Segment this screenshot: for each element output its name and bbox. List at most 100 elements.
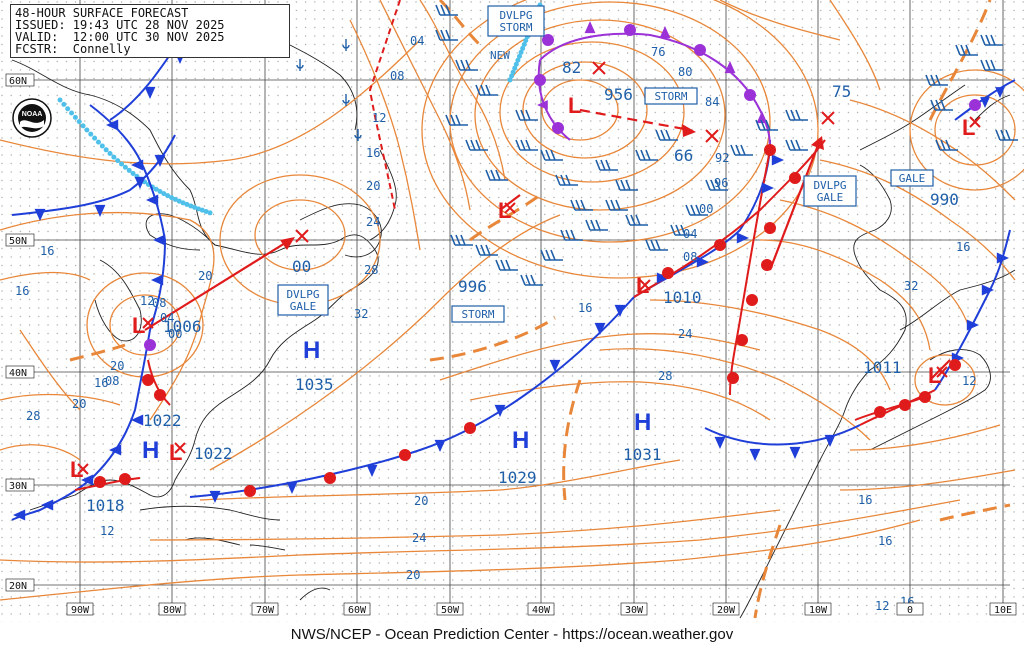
isobar-value: 24 (678, 327, 692, 341)
isobar-labels: 0408121620242832768084929600040816242899… (15, 34, 976, 613)
isobar-value: 20 (110, 359, 124, 373)
future-center-value: 00 (292, 257, 311, 276)
isobar-value: 24 (412, 531, 426, 545)
warning-label-storm: STORM (451, 305, 505, 323)
front-semicircle (464, 422, 476, 434)
front-semicircle (399, 449, 411, 461)
low-pressure: 1010 (663, 288, 702, 307)
isobar-value: 16 (578, 301, 592, 315)
front-semicircle (789, 172, 801, 184)
ice-accretion-symbol (354, 129, 362, 141)
low-letter: L (132, 313, 145, 338)
front-triangle (41, 499, 54, 511)
wind-barb (465, 139, 488, 151)
wind-barb (450, 234, 473, 246)
isobar-value: 08 (152, 296, 166, 310)
warning-labels: DVLPG STORM STORM DVLPG GALE DVLPG GALE … (277, 5, 934, 323)
isobar-value: 20 (406, 568, 420, 582)
latitude-label-box (5, 478, 35, 492)
ice-edge-dot (176, 198, 182, 204)
longitude-label-box (436, 602, 464, 616)
wind-barb (955, 44, 978, 56)
ice-accretion-symbol (342, 94, 350, 106)
grid-stipple (0, 0, 1024, 622)
isobar-value: 16 (956, 240, 970, 254)
wind-barb (755, 119, 778, 131)
wind-barb (730, 144, 753, 156)
svg-text:GALE: GALE (817, 191, 844, 204)
high-letter: H (512, 427, 529, 454)
longitude-label: 50W (441, 605, 460, 616)
ice-accretion-symbol (342, 39, 350, 51)
longitude-label: 40W (532, 605, 551, 616)
isobar-value: 20 (366, 179, 380, 193)
isobar-value: 20 (198, 269, 212, 283)
front-triangle (996, 252, 1009, 264)
troughs (69, 0, 1011, 619)
ice-edge-dot (195, 206, 201, 212)
front-triangle (995, 87, 1005, 98)
ice-edge-dot (172, 196, 178, 202)
front-semicircle (736, 334, 748, 346)
ice-edge-dot (521, 41, 527, 47)
isobar-value: 20 (414, 494, 428, 508)
wind-barb (570, 199, 593, 211)
ice-accretion-symbol (296, 59, 304, 71)
wind-barb (520, 274, 543, 286)
ice-edge-dot (126, 167, 132, 173)
high-letter: H (634, 409, 651, 436)
longitude-label-box (620, 602, 648, 616)
isobar-value: 04 (683, 227, 697, 241)
isobar-value: 20 (72, 397, 86, 411)
latitude-label: 50N (9, 236, 27, 247)
longitude-label: 60W (348, 605, 367, 616)
front-semicircle (624, 24, 636, 36)
longitude-labels: 90W 80W 70W 60W 50W 40W 30W 20W 10W 0 10E (66, 602, 1017, 616)
front-triangle (756, 111, 768, 124)
wind-barb (605, 199, 628, 211)
ice-edge-dot (88, 131, 94, 137)
svg-text:NOAA: NOAA (22, 111, 43, 118)
front-triangle (81, 474, 94, 486)
high-pressure: 1022 (143, 411, 182, 430)
wind-barb (540, 249, 563, 261)
front-semicircle (764, 222, 776, 234)
ice-edge-dot (99, 143, 105, 149)
front-triangle (109, 444, 122, 456)
ice-edge-dot (95, 139, 101, 145)
isobar-value: 00 (168, 327, 182, 341)
ice-edge-dot (72, 114, 78, 120)
longitude-label-box (527, 602, 555, 616)
front-semicircle (142, 374, 154, 386)
isobar-value: 84 (705, 95, 719, 109)
front-triangle (549, 359, 561, 372)
isobar-value: 12 (372, 111, 386, 125)
front-triangle (980, 97, 990, 108)
wind-barb (485, 169, 508, 181)
longitude-label: 20W (717, 605, 736, 616)
ice-edge-dot (207, 210, 213, 216)
longitude-label: 70W (256, 605, 275, 616)
ice-edge-dot (184, 201, 190, 207)
front-semicircle (746, 294, 758, 306)
longitude-label-box (896, 602, 924, 616)
future-center-value: 75 (832, 82, 851, 101)
longitude-label: 90W (71, 605, 90, 616)
isobar-value: 28 (658, 369, 672, 383)
forecast-title: 48-HOUR SURFACE FORECAST (15, 6, 189, 20)
wind-barb (930, 99, 953, 111)
front-semicircle (119, 473, 131, 485)
svg-text:STORM: STORM (499, 21, 532, 34)
footer-credit: NWS/NCEP - Ocean Prediction Center - htt… (0, 622, 1024, 652)
front-triangle (106, 119, 119, 131)
svg-text:GALE: GALE (899, 172, 926, 185)
front-triangle (614, 304, 626, 317)
isobar-value: 12 (100, 524, 114, 538)
isobar-value: 08 (683, 250, 697, 264)
warning-label-storm: STORM (644, 87, 698, 105)
wind-barb (560, 229, 583, 241)
low-letter: L (636, 273, 649, 298)
ice-edge-dot (188, 203, 194, 209)
wind-barb (555, 174, 578, 186)
ice-edge-dot (518, 49, 524, 55)
